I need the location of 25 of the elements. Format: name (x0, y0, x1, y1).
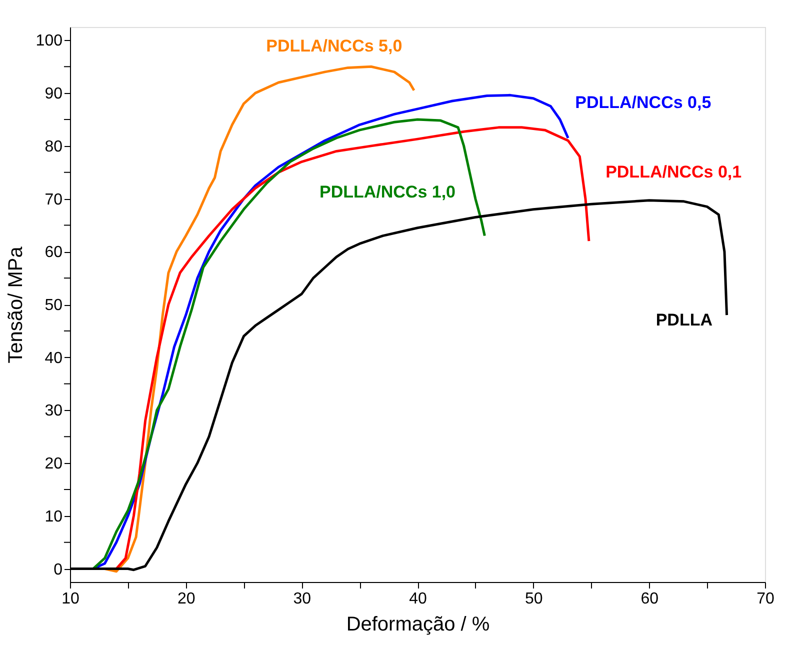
y-tick-label: 90 (44, 86, 63, 103)
x-tick-label: 20 (177, 590, 196, 608)
series-label: PDLLA/NCCs 1,0 (319, 182, 456, 202)
y-tick-label: 40 (44, 350, 63, 367)
x-tick-label: 60 (640, 590, 659, 608)
x-tick-label: 40 (409, 590, 427, 608)
y-tick-label: 100 (36, 32, 63, 50)
y-tick-label: 70 (44, 191, 63, 208)
y-tick-label: 80 (44, 138, 63, 156)
y-tick-label: 60 (44, 244, 63, 262)
series-label: PDLLA/NCCs 0,1 (606, 162, 742, 182)
y-tick-label: 10 (44, 508, 63, 526)
x-tick-label: 50 (524, 590, 543, 608)
y-tick-label: 50 (44, 297, 63, 314)
series-label: PDLLA (656, 310, 713, 330)
series-label: PDLLA/NCCs 0,5 (575, 93, 712, 112)
x-tick-label: 70 (756, 590, 774, 608)
y-tick-label: 20 (44, 456, 63, 473)
y-axis-title: Tensão/ MPa (4, 246, 27, 364)
series-label: PDLLA/NCCs 5,0 (266, 36, 402, 56)
y-tick-label: 0 (54, 561, 63, 578)
x-tick-label: 30 (293, 590, 312, 608)
x-tick-label: 10 (62, 590, 80, 608)
y-tick-label: 30 (44, 402, 63, 420)
x-axis-title: Deformação / % (346, 614, 490, 636)
